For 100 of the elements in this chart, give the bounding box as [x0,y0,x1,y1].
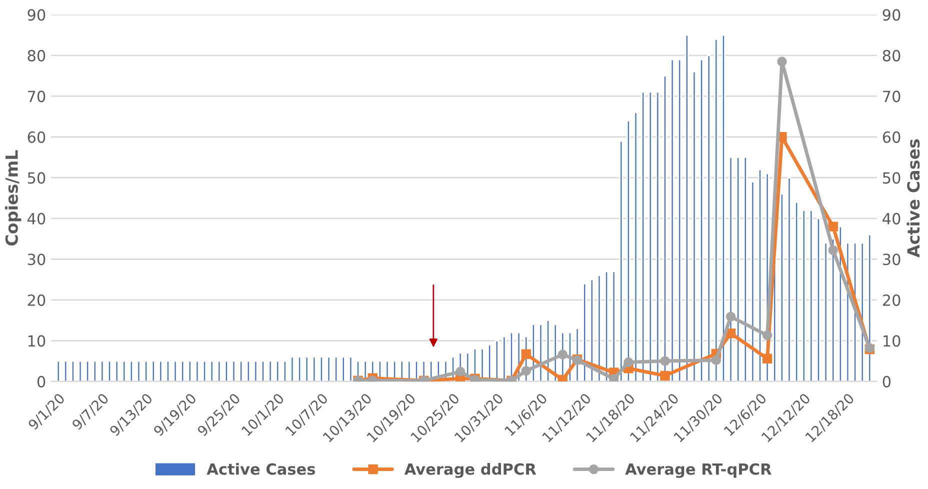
y-tick-label: 30 [28,254,46,266]
y-tick-label: 90 [28,9,46,21]
y2-axis-title: Active Cases [906,139,920,258]
bar [809,210,814,382]
y-tick-label: 0 [37,376,46,388]
bar [706,54,711,382]
bar [320,356,324,382]
y2-tick-label: 30 [882,254,900,266]
bar [326,356,331,382]
bar [246,360,250,382]
point [828,245,838,256]
bar [604,270,608,382]
bar [597,274,602,382]
bar [210,360,214,382]
bar [626,120,630,382]
y-tick-label: 40 [27,212,46,224]
y2-tick-label: 60 [882,131,900,143]
bar [619,140,624,382]
bar [641,91,646,382]
y-tick-label: 70 [28,90,46,102]
legend-label: Active Cases [206,463,316,475]
bar [721,34,726,382]
bar [684,34,689,382]
point [521,366,531,376]
bar [261,360,265,382]
bar [334,356,338,382]
bar [70,360,75,382]
point [608,374,619,382]
bar [780,193,784,382]
point [762,330,772,340]
bar [758,168,762,382]
bar [648,91,652,382]
bar [312,356,316,382]
point [711,355,722,366]
bar [794,201,799,382]
point [726,312,736,322]
bar [144,360,148,382]
bar [678,58,682,382]
y2-tick-label: 20 [882,294,900,306]
point [521,349,531,359]
bar [173,360,178,382]
legend-label: Average RT-qPCR [625,463,772,478]
bar [750,181,755,382]
point [660,370,670,381]
point [624,357,634,368]
point [558,350,568,360]
point [777,56,787,66]
bar [700,58,704,382]
bar [217,360,222,382]
bar [348,356,353,382]
bar [582,282,587,382]
y-tick-label: 60 [28,131,46,143]
bar [802,210,806,382]
bar [298,356,302,382]
bar [92,360,97,382]
point [828,222,838,232]
bar [736,156,740,382]
y2-tick-label: 50 [883,172,900,184]
bar [670,58,674,382]
bar [224,360,228,382]
bar [268,360,272,382]
bar [282,360,287,382]
y2-tick-label: 80 [882,50,900,62]
bar [590,278,594,382]
legend-label: Average ddPCR [404,463,536,478]
bar [304,356,309,382]
bar [816,218,820,382]
y-tick-label: 50 [28,172,46,184]
bar [166,360,170,382]
y-tick-label: 80 [28,50,46,62]
y-tick-label: 10 [28,335,46,347]
bar [86,360,90,382]
bar [656,91,660,382]
y2-tick-label: 90 [882,9,900,21]
bar [195,360,200,382]
bar [114,360,119,382]
bar [180,360,185,382]
bar [151,360,156,382]
y2-tick-label: 70 [883,90,900,102]
y2-tick-label: 40 [882,212,900,224]
bar [868,234,872,382]
bar [714,38,718,382]
bar [341,356,346,382]
bar [824,242,828,382]
y2-tick-label: 0 [882,376,891,388]
bar [158,360,163,382]
y-axis-title: Copies/mL [5,150,22,246]
bar [728,156,733,382]
bar [743,156,748,382]
bar [108,360,112,382]
y-tick-label: 20 [28,294,46,306]
bar [276,360,280,382]
bar [239,360,244,382]
bar [100,360,104,382]
point [455,366,466,376]
bar [122,360,126,382]
bar [663,75,667,382]
y2-tick-label: 10 [884,335,900,347]
bar [202,360,207,382]
bar [129,360,134,382]
